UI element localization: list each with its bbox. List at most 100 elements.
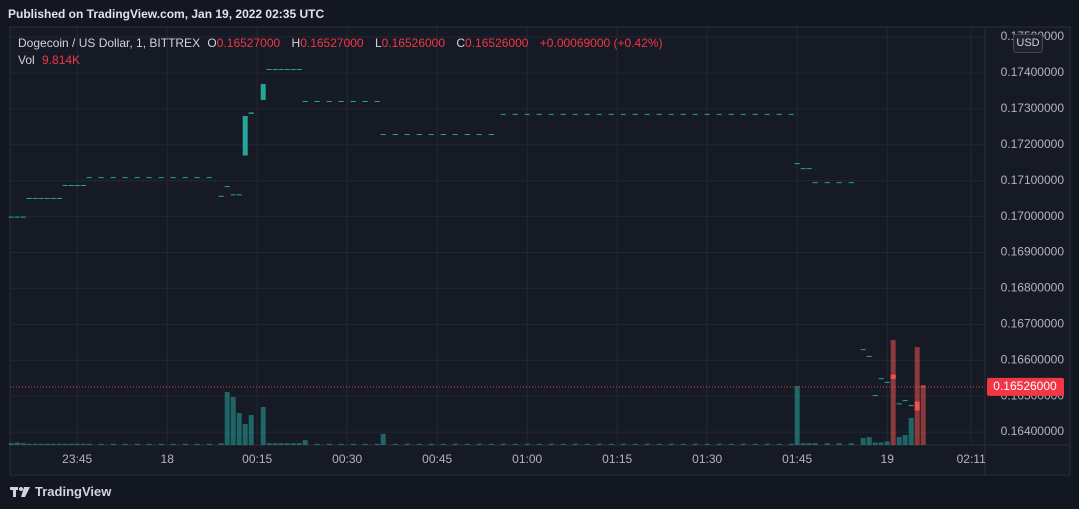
candle-body bbox=[392, 134, 398, 136]
candle-body bbox=[716, 113, 722, 115]
volume-bar bbox=[362, 443, 368, 445]
volume-bar bbox=[536, 443, 542, 445]
volume-bar bbox=[338, 443, 344, 445]
candle-body bbox=[596, 113, 602, 115]
candle-body bbox=[452, 134, 458, 136]
value: 0.16527000 bbox=[300, 36, 364, 50]
volume-bar bbox=[26, 443, 32, 445]
candle-body bbox=[170, 177, 176, 179]
volume-bar bbox=[206, 443, 212, 445]
volume-bar bbox=[38, 443, 44, 445]
volume-bar bbox=[476, 443, 482, 445]
candle-body bbox=[362, 100, 368, 102]
candle-body bbox=[80, 185, 86, 187]
x-tick-label: 01:15 bbox=[602, 452, 632, 466]
key: L bbox=[374, 36, 382, 50]
volume-bar bbox=[74, 443, 80, 445]
volume-bar bbox=[68, 443, 74, 445]
candle-body bbox=[656, 113, 662, 115]
candle-body bbox=[350, 100, 356, 102]
volume-bar bbox=[860, 438, 866, 445]
volume-bar bbox=[776, 443, 782, 445]
value: 0.16526000 bbox=[381, 36, 446, 50]
y-tick-label: 0.16700000 bbox=[1001, 317, 1065, 331]
candle-body bbox=[146, 177, 152, 179]
candle-body bbox=[20, 216, 26, 218]
candle-body bbox=[98, 177, 104, 179]
volume-bar bbox=[278, 443, 284, 445]
volume-bar bbox=[86, 443, 92, 445]
volume-bar bbox=[242, 424, 248, 445]
candle-body bbox=[230, 194, 236, 196]
volume-bar bbox=[788, 443, 794, 445]
candle-body bbox=[62, 185, 68, 187]
volume-bar bbox=[248, 415, 254, 445]
candle-body bbox=[632, 113, 638, 115]
candle-body bbox=[260, 84, 266, 100]
volume-bar bbox=[806, 443, 812, 445]
last-price-label: 0.16526000 bbox=[993, 379, 1057, 393]
volume-bar bbox=[146, 443, 152, 445]
volume-bar bbox=[350, 443, 356, 445]
volume-bar bbox=[896, 437, 902, 445]
candle-body bbox=[374, 100, 380, 102]
volume-bar bbox=[548, 443, 554, 445]
candle-body bbox=[692, 113, 698, 115]
volume-bar bbox=[170, 443, 176, 445]
candle-body bbox=[134, 177, 140, 179]
candle-body bbox=[884, 381, 890, 383]
ohlc: C0.16526000 bbox=[456, 36, 532, 50]
volume-bar bbox=[218, 443, 224, 445]
y-tick-label: 0.17300000 bbox=[1001, 101, 1065, 115]
volume-bar bbox=[416, 443, 422, 445]
candle-body bbox=[848, 182, 854, 184]
candle-body bbox=[236, 194, 242, 196]
candle-body bbox=[284, 69, 290, 71]
candle-body bbox=[122, 177, 128, 179]
volume-bar bbox=[8, 443, 14, 445]
candle-body bbox=[32, 197, 38, 199]
volume-bar bbox=[194, 443, 200, 445]
candle-body bbox=[488, 134, 494, 136]
legend: Dogecoin / US Dollar, 1, BITTREX O0.1652… bbox=[18, 35, 667, 69]
candle-body bbox=[266, 69, 272, 71]
volume-bar bbox=[266, 443, 272, 445]
volume-bar bbox=[680, 443, 686, 445]
candle-body bbox=[326, 100, 332, 102]
candle-body bbox=[290, 69, 296, 71]
volume-bar bbox=[560, 443, 566, 445]
candle-body bbox=[314, 100, 320, 102]
candle-body bbox=[38, 197, 44, 199]
candle-body bbox=[824, 182, 830, 184]
last-price-box bbox=[987, 377, 1064, 396]
volume-bar bbox=[110, 443, 116, 445]
volume-bar bbox=[260, 407, 266, 445]
candle-body bbox=[302, 100, 308, 102]
volume-bar bbox=[452, 443, 458, 445]
candle-body bbox=[788, 113, 794, 115]
legend-row: Dogecoin / US Dollar, 1, BITTREX O0.1652… bbox=[18, 35, 667, 52]
candle-body bbox=[224, 186, 230, 188]
candle-body bbox=[668, 113, 674, 115]
currency-button[interactable]: USD bbox=[1013, 34, 1043, 53]
x-tick-label: 01:00 bbox=[512, 452, 542, 466]
x-tick-label: 00:30 bbox=[332, 452, 362, 466]
candle-body bbox=[56, 197, 62, 199]
candle-body bbox=[248, 112, 254, 114]
candle-body bbox=[476, 134, 482, 136]
candle-body bbox=[620, 113, 626, 115]
volume-bar bbox=[752, 443, 758, 445]
x-tick-label: 00:45 bbox=[422, 452, 452, 466]
volume-bar bbox=[56, 443, 62, 445]
volume-bar bbox=[902, 435, 908, 445]
candle-body bbox=[74, 185, 80, 187]
ohlc: O0.16527000 bbox=[207, 36, 284, 50]
volume-bar bbox=[596, 443, 602, 445]
volume-bar bbox=[122, 443, 128, 445]
y-tick-label: 0.16600000 bbox=[1001, 352, 1065, 366]
volume-bar bbox=[134, 443, 140, 445]
y-tick-label: 0.16400000 bbox=[1001, 424, 1065, 438]
candle-body bbox=[548, 113, 554, 115]
volume-bar bbox=[668, 443, 674, 445]
candle-body bbox=[86, 177, 92, 179]
